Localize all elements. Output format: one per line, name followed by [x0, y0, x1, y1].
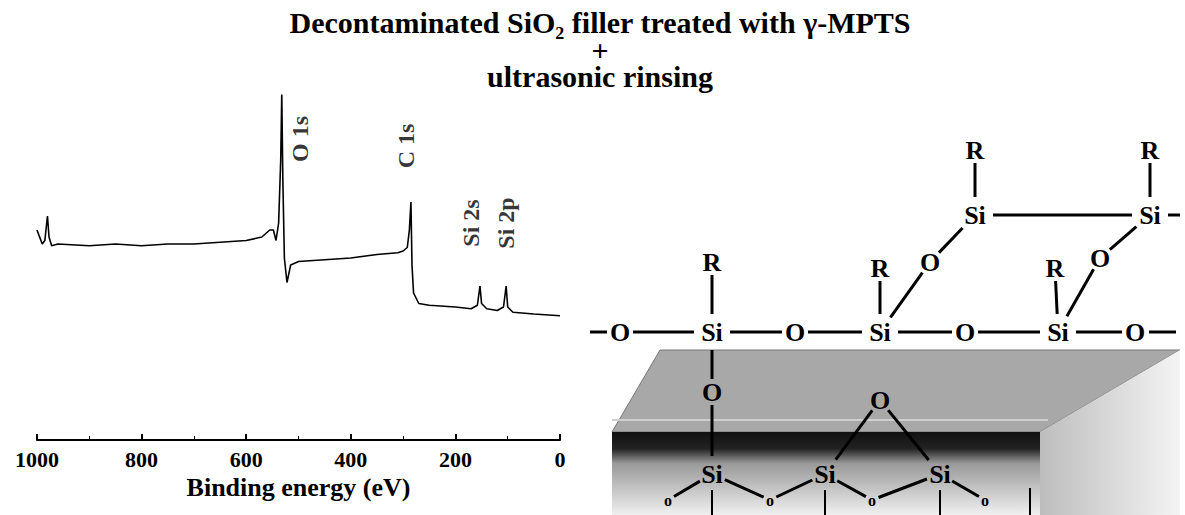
svg-text:R: R [966, 136, 985, 165]
svg-text:ultrasonic rinsing: ultrasonic rinsing [487, 60, 713, 93]
svg-text:Si 2s: Si 2s [458, 199, 484, 246]
svg-text:Si: Si [814, 460, 836, 489]
svg-text:Si 2p: Si 2p [493, 197, 519, 248]
svg-text:+: + [591, 34, 608, 67]
svg-text:Si: Si [964, 201, 986, 230]
svg-text:O: O [785, 318, 805, 347]
svg-text:O: O [955, 318, 975, 347]
svg-text:C 1s: C 1s [393, 124, 419, 169]
svg-text:200: 200 [439, 447, 472, 472]
svg-text:o: o [766, 492, 774, 509]
svg-text:O: O [1125, 318, 1145, 347]
svg-text:600: 600 [230, 447, 263, 472]
svg-text:O: O [920, 248, 940, 277]
svg-text:o: o [664, 492, 672, 509]
svg-text:R: R [703, 248, 722, 277]
svg-text:Si: Si [701, 460, 723, 489]
svg-text:o: o [981, 492, 989, 509]
svg-text:Si: Si [1139, 201, 1161, 230]
svg-text:O: O [702, 378, 722, 407]
svg-text:Si: Si [701, 318, 723, 347]
svg-text:Decontaminated SiO₂ filler tre: Decontaminated SiO₂ filler treated with … [289, 6, 910, 39]
svg-text:400: 400 [334, 447, 367, 472]
svg-text:O: O [1090, 244, 1110, 273]
svg-text:R: R [1046, 254, 1065, 283]
svg-text:O: O [610, 318, 630, 347]
svg-text:Si: Si [1047, 318, 1069, 347]
svg-text:0: 0 [555, 447, 566, 472]
svg-text:Si: Si [869, 318, 891, 347]
svg-text:O 1s: O 1s [287, 116, 313, 162]
svg-text:1000: 1000 [15, 447, 59, 472]
svg-text:R: R [1141, 136, 1160, 165]
svg-text:R: R [871, 254, 890, 283]
svg-text:Binding energy (eV): Binding energy (eV) [187, 473, 411, 502]
svg-text:Si: Si [929, 460, 951, 489]
svg-text:O: O [870, 386, 890, 415]
svg-text:800: 800 [125, 447, 158, 472]
svg-text:o: o [868, 492, 876, 509]
